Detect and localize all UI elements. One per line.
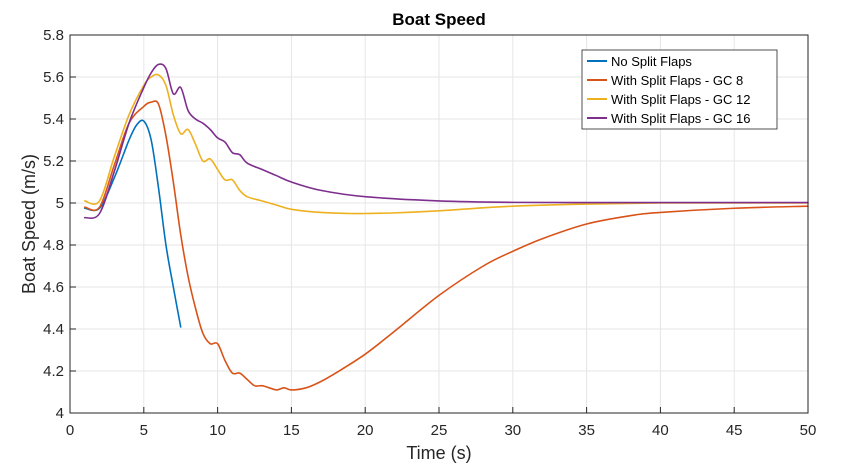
legend-box xyxy=(581,49,778,130)
legend: No Split Flaps With Split Flaps - GC 8 Wit… xyxy=(581,49,778,130)
y-tick-label: 5.2 xyxy=(43,153,64,170)
y-tick-label: 5.6 xyxy=(43,69,64,86)
y-tick-labels: 4 4.2 4.4 4.6 4.8 5 5.2 5.4 5.6 5.8 xyxy=(43,27,64,422)
x-axis-label: Time (s) xyxy=(406,443,471,463)
x-tick-label: 10 xyxy=(209,422,226,439)
x-tick-label: 30 xyxy=(504,422,521,439)
y-tick-label: 5.8 xyxy=(43,27,64,44)
x-tick-label: 0 xyxy=(66,422,74,439)
legend-label-split-flaps-gc8: With Split Flaps - GC 8 xyxy=(611,73,743,88)
x-tick-label: 40 xyxy=(652,422,669,439)
x-tick-label: 25 xyxy=(431,422,448,439)
legend-label-split-flaps-gc12: With Split Flaps - GC 12 xyxy=(611,92,750,107)
x-tick-label: 15 xyxy=(283,422,300,439)
x-tick-label: 5 xyxy=(140,422,148,439)
y-tick-label: 4.4 xyxy=(43,321,64,338)
legend-items: No Split Flaps With Split Flaps - GC 8 Wit… xyxy=(587,54,750,126)
series-line-split-flaps-gc16 xyxy=(83,63,809,220)
series-layer xyxy=(83,63,809,391)
series-line-no-split-flaps xyxy=(83,119,182,328)
x-tick-label: 20 xyxy=(357,422,374,439)
y-tick-label: 4.2 xyxy=(43,363,64,380)
chart-title: Boat Speed xyxy=(392,10,486,29)
series-line-split-flaps-gc12 xyxy=(83,73,809,215)
x-tick-labels: 0 5 10 15 20 25 30 35 40 45 50 xyxy=(66,422,817,439)
x-tick-label: 35 xyxy=(578,422,595,439)
x-tick-label: 45 xyxy=(726,422,743,439)
y-tick-label: 5 xyxy=(56,195,64,212)
y-tick-label: 4.8 xyxy=(43,237,64,254)
plot-frame xyxy=(69,34,809,414)
y-tick-label: 4.6 xyxy=(43,279,64,296)
y-tick-label: 5.4 xyxy=(43,111,64,128)
y-tick-label: 4 xyxy=(56,405,64,422)
legend-label-split-flaps-gc16: With Split Flaps - GC 16 xyxy=(611,111,750,126)
legend-label-no-split-flaps: No Split Flaps xyxy=(611,54,692,69)
x-tick-label: 50 xyxy=(800,422,817,439)
series-line-split-flaps-gc8 xyxy=(83,100,809,391)
y-axis-label: Boat Speed (m/s) xyxy=(19,154,39,294)
